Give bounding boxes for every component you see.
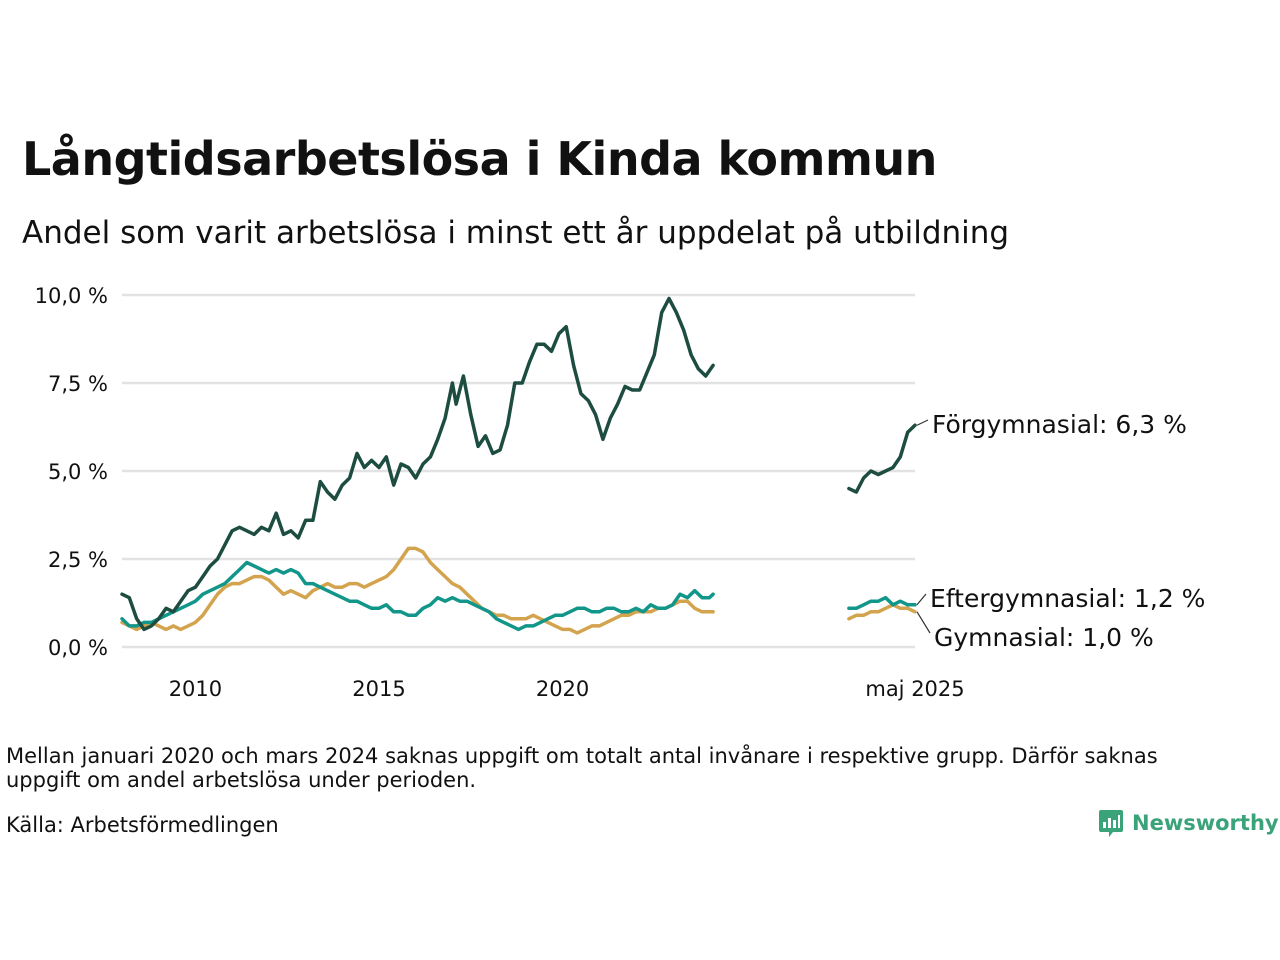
source-note: Källa: Arbetsförmedlingen xyxy=(6,813,279,837)
brand-logo: Newsworthy xyxy=(1098,808,1279,838)
x-tick-label: 2010 xyxy=(169,677,222,701)
series-label: Förgymnasial: 6,3 % xyxy=(932,410,1187,439)
x-tick-label: maj 2025 xyxy=(865,677,964,701)
series-lines xyxy=(120,296,917,635)
y-tick-label: 7,5 % xyxy=(48,372,108,396)
y-tick-label: 0,0 % xyxy=(48,636,108,660)
line-chart: 0,0 % 2,5 % 5,0 % 7,5 % 10,0 % 2010 2015 2020 m… xyxy=(35,284,1206,701)
series-label: Eftergymnasial: 1,2 % xyxy=(930,584,1205,613)
y-tick-label: 2,5 % xyxy=(48,548,108,572)
series-labels: Förgymnasial: 6,3 % Eftergymnasial: 1,2 %… xyxy=(916,410,1205,652)
newsworthy-logo-icon xyxy=(1099,810,1123,837)
x-tick-label: 2020 xyxy=(536,677,589,701)
x-tick-label: 2015 xyxy=(352,677,405,701)
footnote: Mellan januari 2020 och mars 2024 saknas… xyxy=(6,744,1158,792)
series-line xyxy=(120,560,715,632)
series-line xyxy=(120,546,715,635)
series-line xyxy=(847,595,917,611)
grid-lines xyxy=(122,293,915,649)
series-line xyxy=(847,423,917,494)
series-label: Gymnasial: 1,0 % xyxy=(934,623,1154,652)
y-tick-label: 10,0 % xyxy=(35,284,108,308)
series-line xyxy=(847,603,917,621)
label-leader-line xyxy=(916,593,927,606)
y-tick-label: 5,0 % xyxy=(48,460,108,484)
label-leader-line xyxy=(916,419,929,426)
label-leader-line xyxy=(916,611,931,634)
y-axis: 0,0 % 2,5 % 5,0 % 7,5 % 10,0 % xyxy=(35,284,108,660)
series-line xyxy=(120,296,715,632)
brand-name: Newsworthy xyxy=(1132,811,1279,835)
chart-subtitle: Andel som varit arbetslösa i minst ett å… xyxy=(22,215,1010,251)
x-axis: 2010 2015 2020 maj 2025 xyxy=(169,677,965,701)
chart-title: Långtidsarbetslösa i Kinda kommun xyxy=(22,132,937,186)
